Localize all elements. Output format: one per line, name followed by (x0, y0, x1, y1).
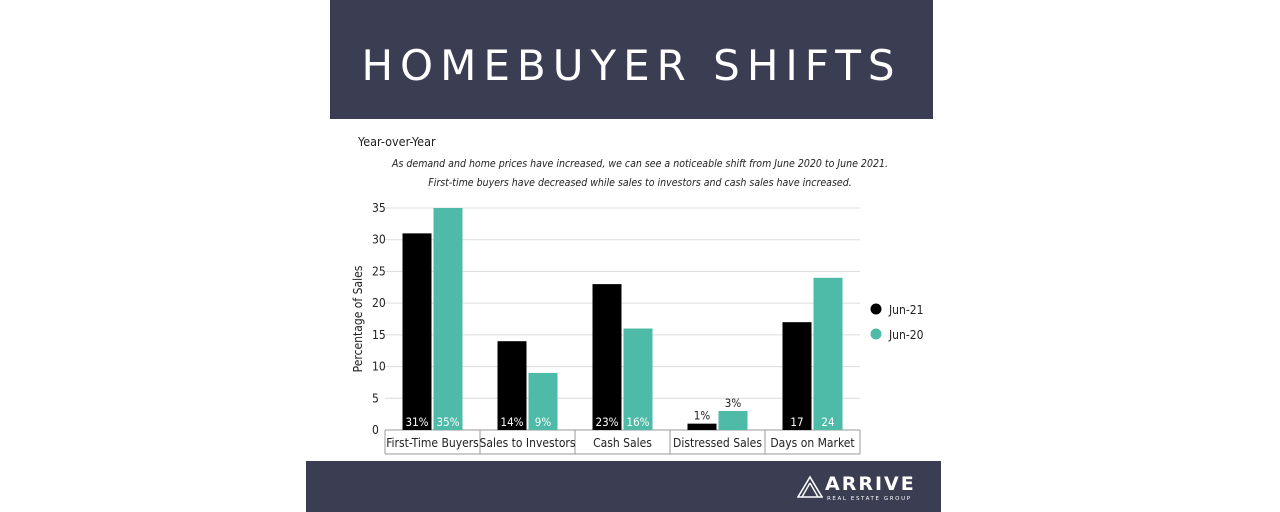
page-title: HOMEBUYER SHIFTS (361, 41, 902, 90)
bar-jun-20 (433, 208, 463, 430)
legend-swatch (870, 303, 882, 315)
chart-subtitle-line: As demand and home prices have increased… (391, 158, 888, 170)
bar-jun-21 (402, 233, 432, 430)
header-banner: HOMEBUYER SHIFTS (330, 0, 933, 119)
brand-tagline: REAL ESTATE GROUP (827, 496, 912, 502)
mountain-peak-icon (797, 475, 823, 498)
y-tick-label: 5 (372, 391, 379, 405)
bar-value-label: 14% (501, 415, 524, 429)
bar-jun-20 (813, 277, 843, 430)
bar-jun-21 (782, 322, 812, 430)
x-category-label: First-Time Buyers (386, 436, 479, 450)
bar-jun-20 (718, 410, 748, 430)
brand-logo: ARRIVE REAL ESTATE GROUP (797, 473, 927, 507)
legend-swatch (870, 328, 882, 340)
x-category-label: Days on Market (770, 436, 854, 450)
y-tick-label: 20 (372, 296, 386, 310)
bar-value-label: 9% (535, 415, 552, 429)
x-category-label: Sales to Investors (479, 436, 575, 450)
bar-value-label: 23% (596, 415, 619, 429)
x-category-label: Distressed Sales (673, 436, 762, 450)
legend-label: Jun-21 (888, 303, 924, 317)
bar-value-label: 3% (725, 396, 742, 410)
brand-name: ARRIVE (825, 473, 916, 495)
bar-value-label: 35% (437, 415, 460, 429)
bar-value-label: 31% (406, 415, 429, 429)
y-axis-label: Percentage of Sales (351, 265, 365, 372)
y-tick-label: 0 (372, 423, 379, 437)
bar-value-label: 1% (694, 409, 711, 423)
bar-jun-20 (528, 372, 558, 430)
bar-jun-21 (592, 284, 622, 430)
y-tick-label: 35 (372, 201, 386, 215)
bar-jun-21 (687, 423, 717, 430)
bar-jun-20 (623, 328, 653, 430)
bar-value-label: 24 (821, 415, 834, 429)
chart-subtitle-line: First-time buyers have decreased while s… (428, 177, 851, 189)
bar-value-label: 17 (790, 415, 803, 429)
y-tick-label: 10 (372, 360, 386, 374)
bar-jun-21 (497, 341, 527, 430)
y-tick-label: 30 (372, 233, 386, 247)
legend-label: Jun-20 (888, 328, 924, 342)
chart-title: Year-over-Year (357, 134, 436, 149)
y-tick-label: 15 (372, 328, 386, 342)
x-category-label: Cash Sales (593, 436, 652, 450)
y-tick-label: 25 (372, 264, 386, 278)
footer-banner: ARRIVE REAL ESTATE GROUP (306, 461, 941, 512)
bar-value-label: 16% (627, 415, 650, 429)
